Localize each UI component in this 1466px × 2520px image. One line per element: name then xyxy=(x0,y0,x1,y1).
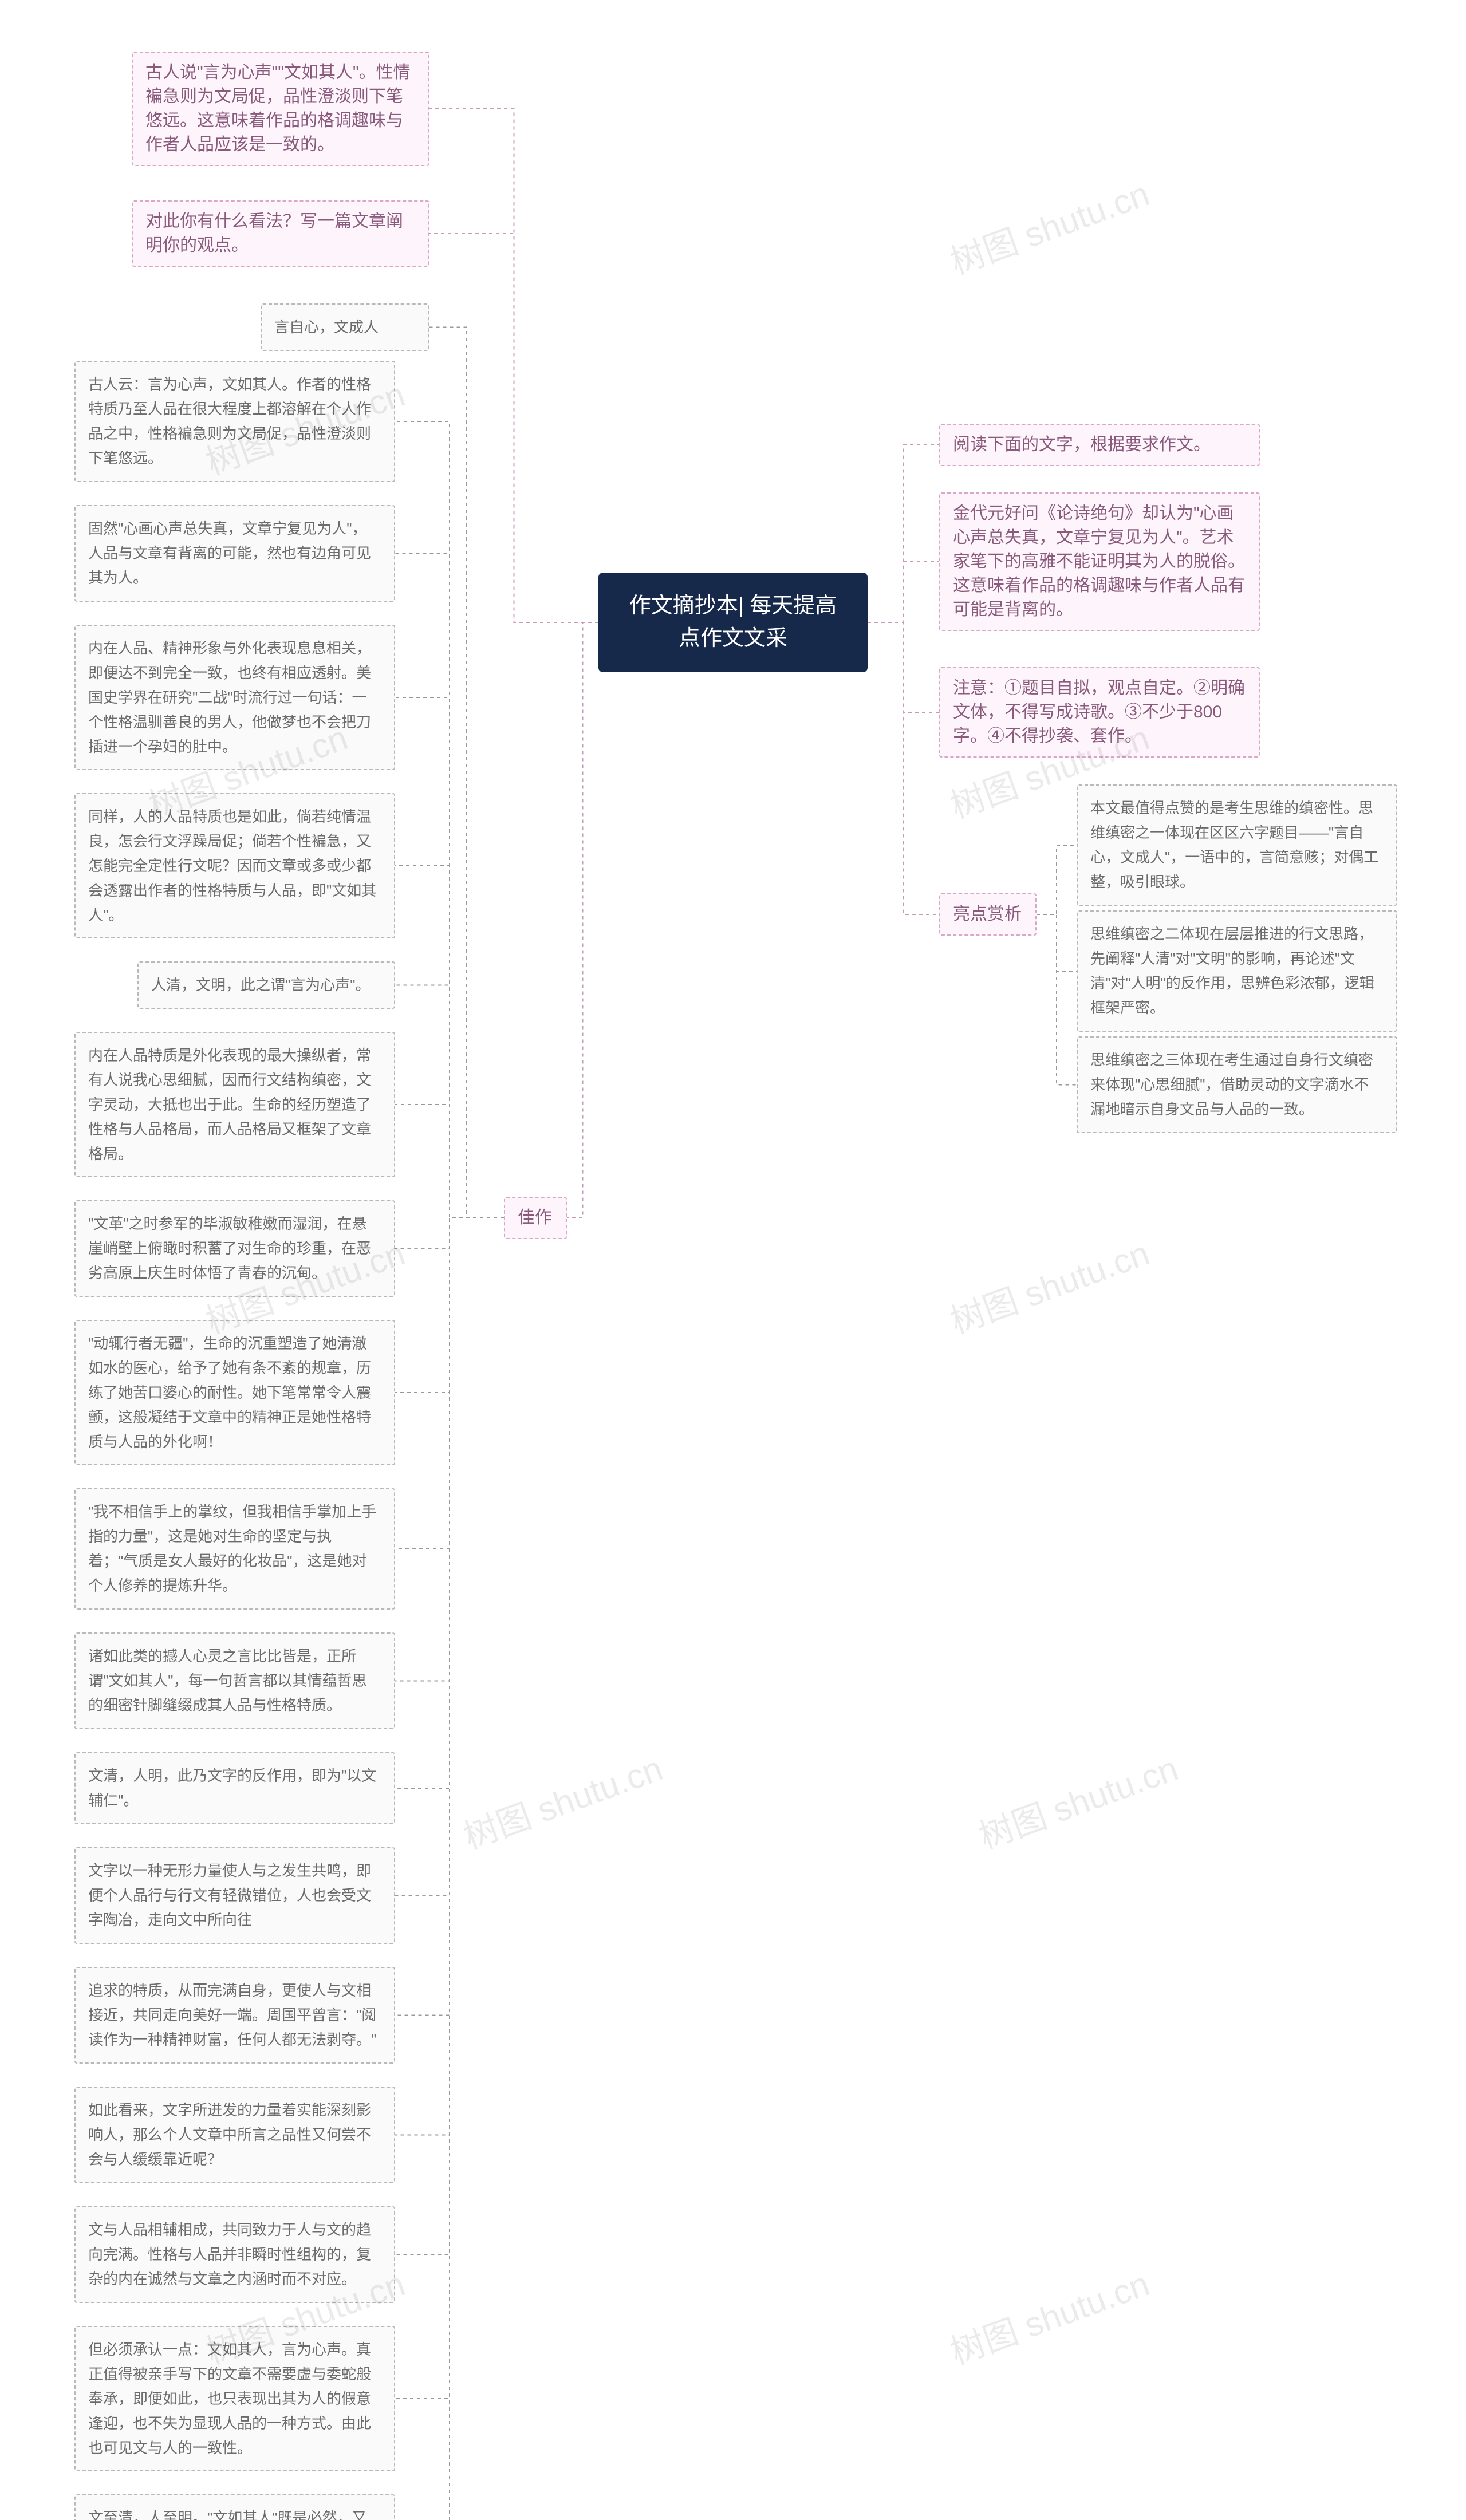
right-branch-1: 金代元好问《论诗绝句》却认为"心画心声总失真，文章宁复见为人"。艺术家笔下的高雅… xyxy=(939,492,1260,631)
node-text: 古人说"言为心声""文如其人"。性情褊急则为文局促，品性澄淡则下笔悠远。这意味着… xyxy=(145,63,411,154)
right-leaf-3-2: 思维缜密之三体现在考生通过自身行文缜密来体现"心思细腻"，借助灵动的文字滴水不漏… xyxy=(1077,1036,1397,1133)
node-text: 思维缜密之二体现在层层推进的行文思路，先阐释"人清"对"文明"的影响，再论述"文… xyxy=(1090,925,1374,1016)
watermark: 树图 shutu.cn xyxy=(943,1225,1155,1343)
node-text: 言自心，文成人 xyxy=(274,318,379,336)
node-text: 对此你有什么看法？写一篇文章阐明你的观点。 xyxy=(145,212,403,255)
jiazuo-leaf: 人清，文明，此之谓"言为心声"。 xyxy=(137,961,395,1009)
jiazuo-leaf: 文清，人明，此乃文字的反作用，即为"以文辅仁"。 xyxy=(74,1752,395,1824)
jiazuo-leaf: 文至清，人至明。"文如其人"既是必然，又为清正之人的终生追求。 xyxy=(74,2494,395,2520)
node-text: 追求的特质，从而完满自身，更使人与文相接近，共同走向美好一端。周国平曾言："阅读… xyxy=(88,1982,376,2048)
jiazuo-node: 佳作 xyxy=(504,1197,567,1239)
node-text: 本文最值得点赞的是考生思维的缜密性。思维缜密之一体现在区区六字题目——"言自心，… xyxy=(1090,799,1378,890)
right-leaf-3-0: 本文最值得点赞的是考生思维的缜密性。思维缜密之一体现在区区六字题目——"言自心，… xyxy=(1077,784,1397,906)
jiazuo-leaf: "文革"之时参军的毕淑敏稚嫩而湿润，在悬崖峭壁上俯瞰时积蓄了对生命的珍重，在恶劣… xyxy=(74,1200,395,1297)
right-leaf-3-1: 思维缜密之二体现在层层推进的行文思路，先阐释"人清"对"文明"的影响，再论述"文… xyxy=(1077,910,1397,1032)
watermark: 树图 shutu.cn xyxy=(971,1741,1184,1859)
node-text: 同样，人的人品特质也是如此，倘若纯情温良，怎会行文浮躁局促；倘若个性褊急，又怎能… xyxy=(88,808,376,924)
watermark: 树图 shutu.cn xyxy=(943,2256,1155,2374)
left-top-0: 古人说"言为心声""文如其人"。性情褊急则为文局促，品性澄淡则下笔悠远。这意味着… xyxy=(132,52,429,166)
root-node: 作文摘抄本| 每天提高点作文文采 xyxy=(598,573,868,672)
node-text: 文清，人明，此乃文字的反作用，即为"以文辅仁"。 xyxy=(88,1767,376,1809)
jiazuo-leaf: 文字以一种无形力量使人与之发生共鸣，即便个人品行与行文有轻微错位，人也会受文字陶… xyxy=(74,1847,395,1944)
node-text: 内在人品、精神形象与外化表现息息相关，即便达不到完全一致，也终有相应透射。美国史… xyxy=(88,640,371,755)
node-text: 亮点赏析 xyxy=(953,905,1022,924)
node-text: 金代元好问《论诗绝句》却认为"心画心声总失真，文章宁复见为人"。艺术家笔下的高雅… xyxy=(953,504,1245,619)
node-text: 古人云：言为心声，文如其人。作者的性格特质乃至人品在很大程度上都溶解在个人作品之… xyxy=(88,376,371,467)
node-text: 诸如此类的撼人心灵之言比比皆是，正所谓"文如其人"，每一句哲言都以其情蕴哲思的细… xyxy=(88,1647,366,1714)
jiazuo-leaf: 内在人品、精神形象与外化表现息息相关，即便达不到完全一致，也终有相应透射。美国史… xyxy=(74,625,395,770)
right-branch-0: 阅读下面的文字，根据要求作文。 xyxy=(939,424,1260,466)
jiazuo-leaf: 同样，人的人品特质也是如此，倘若纯情温良，怎会行文浮躁局促；倘若个性褊急，又怎能… xyxy=(74,793,395,938)
node-text: 文与人品相辅相成，共同致力于人与文的趋向完满。性格与人品并非瞬时性组构的，复杂的… xyxy=(88,2221,371,2288)
jiazuo-leaf: 文与人品相辅相成，共同致力于人与文的趋向完满。性格与人品并非瞬时性组构的，复杂的… xyxy=(74,2206,395,2303)
jiazuo-title: 言自心，文成人 xyxy=(261,303,429,351)
node-text: "动辄行者无疆"，生命的沉重塑造了她清澈如水的医心，给予了她有条不紊的规章，历练… xyxy=(88,1335,371,1450)
node-text: 但必须承认一点：文如其人，言为心声。真正值得被亲手写下的文章不需要虚与委蛇般奉承… xyxy=(88,2341,371,2456)
right-branch-2: 注意：①题目自拟，观点自定。②明确文体，不得写成诗歌。③不少于800字。④不得抄… xyxy=(939,667,1260,758)
jiazuo-leaf: "动辄行者无疆"，生命的沉重塑造了她清澈如水的医心，给予了她有条不紊的规章，历练… xyxy=(74,1320,395,1465)
node-text: 佳作 xyxy=(518,1208,552,1227)
jiazuo-leaf: 固然"心画心声总失真，文章宁复见为人"，人品与文章有背离的可能，然也有边角可见其… xyxy=(74,505,395,602)
jiazuo-leaf: 追求的特质，从而完满自身，更使人与文相接近，共同走向美好一端。周国平曾言："阅读… xyxy=(74,1967,395,2064)
jiazuo-leaf: 诸如此类的撼人心灵之言比比皆是，正所谓"文如其人"，每一句哲言都以其情蕴哲思的细… xyxy=(74,1632,395,1729)
node-text: "文革"之时参军的毕淑敏稚嫩而湿润，在悬崖峭壁上俯瞰时积蓄了对生命的珍重，在恶劣… xyxy=(88,1215,371,1281)
jiazuo-leaf: 古人云：言为心声，文如其人。作者的性格特质乃至人品在很大程度上都溶解在个人作品之… xyxy=(74,361,395,482)
node-text: 阅读下面的文字，根据要求作文。 xyxy=(953,435,1211,454)
node-text: 如此看来，文字所迸发的力量着实能深刻影响人，那么个人文章中所言之品性又何尝不会与… xyxy=(88,2101,371,2168)
node-text: 固然"心画心声总失真，文章宁复见为人"，人品与文章有背离的可能，然也有边角可见其… xyxy=(88,520,371,586)
root-label: 作文摘抄本| 每天提高点作文文采 xyxy=(629,594,837,650)
jiazuo-leaf: 但必须承认一点：文如其人，言为心声。真正值得被亲手写下的文章不需要虚与委蛇般奉承… xyxy=(74,2326,395,2471)
node-text: 文字以一种无形力量使人与之发生共鸣，即便个人品行与行文有轻微错位，人也会受文字陶… xyxy=(88,1862,371,1929)
right-branch-3: 亮点赏析 xyxy=(939,893,1037,936)
left-top-1: 对此你有什么看法？写一篇文章阐明你的观点。 xyxy=(132,200,429,267)
jiazuo-leaf: 如此看来，文字所迸发的力量着实能深刻影响人，那么个人文章中所言之品性又何尝不会与… xyxy=(74,2087,395,2183)
node-text: 内在人品特质是外化表现的最大操纵者，常有人说我心思细腻，因而行文结构缜密，文字灵… xyxy=(88,1047,371,1162)
jiazuo-leaf: "我不相信手上的掌纹，但我相信手掌加上手指的力量"，这是她对生命的坚定与执着；"… xyxy=(74,1488,395,1610)
node-text: "我不相信手上的掌纹，但我相信手掌加上手指的力量"，这是她对生命的坚定与执着；"… xyxy=(88,1503,376,1594)
node-text: 思维缜密之三体现在考生通过自身行文缜密来体现"心思细腻"，借助灵动的文字滴水不漏… xyxy=(1090,1051,1373,1118)
node-text: 人清，文明，此之谓"言为心声"。 xyxy=(151,976,370,993)
node-text: 注意：①题目自拟，观点自定。②明确文体，不得写成诗歌。③不少于800字。④不得抄… xyxy=(953,679,1245,746)
watermark: 树图 shutu.cn xyxy=(943,166,1155,284)
jiazuo-leaf: 内在人品特质是外化表现的最大操纵者，常有人说我心思细腻，因而行文结构缜密，文字灵… xyxy=(74,1032,395,1177)
watermark: 树图 shutu.cn xyxy=(456,1741,668,1859)
node-text: 文至清，人至明。"文如其人"既是必然，又为清正之人的终生追求。 xyxy=(88,2509,366,2520)
